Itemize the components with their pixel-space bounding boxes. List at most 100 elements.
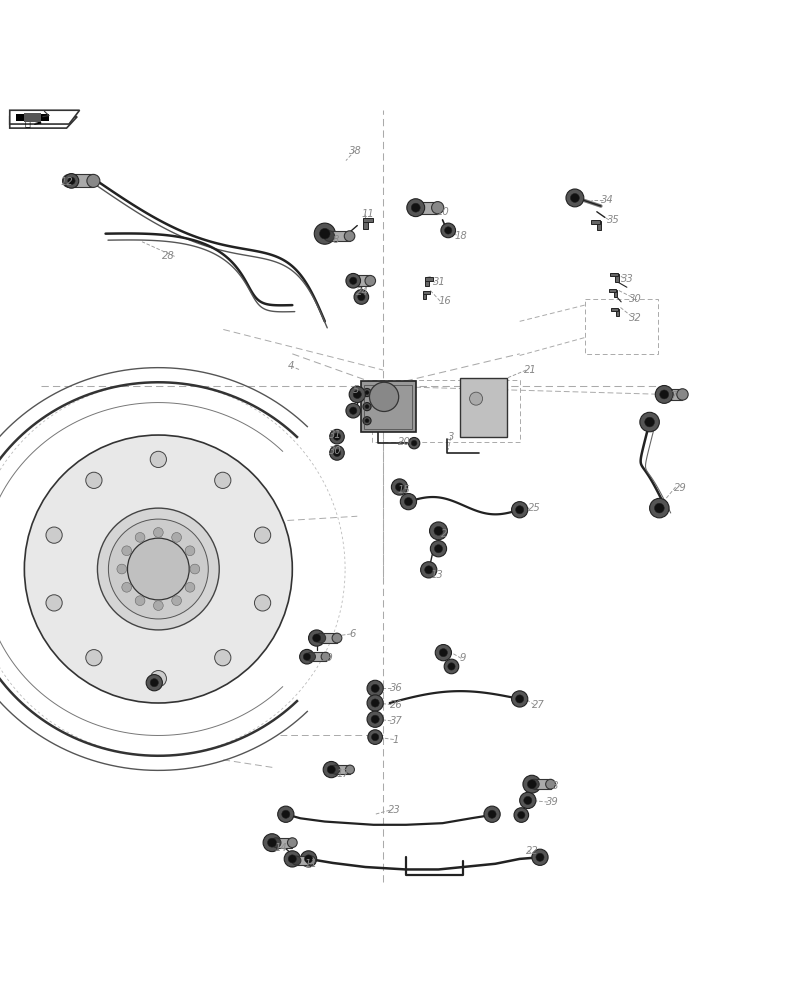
Circle shape	[531, 849, 547, 865]
Circle shape	[333, 433, 341, 440]
Circle shape	[67, 177, 75, 185]
Circle shape	[308, 630, 324, 646]
Text: 🚜: 🚜	[24, 117, 30, 127]
Circle shape	[329, 429, 344, 444]
Bar	[423, 291, 430, 294]
Circle shape	[195, 539, 206, 550]
Circle shape	[523, 796, 531, 804]
Circle shape	[434, 545, 442, 553]
Circle shape	[367, 711, 383, 727]
Circle shape	[304, 855, 312, 863]
Circle shape	[110, 588, 122, 599]
Circle shape	[433, 526, 443, 535]
Text: 33: 33	[620, 274, 633, 284]
Circle shape	[659, 390, 667, 399]
Circle shape	[277, 806, 294, 822]
Bar	[276, 838, 292, 848]
Bar	[590, 220, 599, 224]
Circle shape	[135, 533, 144, 542]
Bar	[352, 275, 370, 286]
Circle shape	[281, 810, 290, 818]
Circle shape	[333, 449, 341, 457]
Circle shape	[371, 684, 379, 692]
Circle shape	[46, 527, 62, 543]
Circle shape	[424, 566, 432, 574]
Bar	[329, 231, 349, 241]
Bar	[414, 202, 437, 214]
Circle shape	[299, 649, 314, 664]
Text: 13: 13	[430, 570, 443, 580]
Circle shape	[522, 775, 540, 793]
Circle shape	[430, 541, 446, 557]
Circle shape	[330, 765, 339, 774]
Circle shape	[117, 564, 127, 574]
Circle shape	[444, 227, 451, 234]
Circle shape	[409, 202, 420, 214]
Text: 14: 14	[274, 843, 287, 853]
Circle shape	[526, 780, 535, 789]
Bar	[363, 219, 367, 229]
Circle shape	[62, 174, 75, 187]
Bar	[363, 218, 372, 222]
Bar	[610, 308, 617, 311]
Text: 11: 11	[304, 859, 317, 869]
Circle shape	[214, 650, 230, 666]
Circle shape	[344, 231, 354, 241]
Circle shape	[448, 663, 454, 670]
Text: 12: 12	[61, 177, 74, 187]
Circle shape	[306, 856, 315, 865]
Text: 8: 8	[333, 235, 339, 245]
Text: 21: 21	[523, 365, 536, 375]
Text: 23: 23	[388, 805, 401, 815]
Bar	[425, 277, 433, 281]
Circle shape	[349, 407, 356, 414]
Circle shape	[545, 779, 555, 789]
Text: 29: 29	[673, 483, 686, 493]
Bar	[335, 765, 350, 774]
Text: 37: 37	[389, 716, 402, 726]
Circle shape	[515, 506, 523, 514]
Circle shape	[513, 808, 528, 822]
Circle shape	[324, 231, 334, 241]
Circle shape	[254, 595, 270, 611]
Circle shape	[367, 730, 382, 744]
Circle shape	[291, 856, 300, 865]
Circle shape	[327, 766, 335, 774]
Circle shape	[288, 855, 296, 863]
Circle shape	[363, 417, 371, 425]
Circle shape	[655, 389, 667, 400]
Circle shape	[440, 223, 455, 238]
Circle shape	[371, 715, 379, 723]
Text: 30: 30	[328, 446, 341, 456]
Text: 7: 7	[669, 391, 676, 401]
Circle shape	[320, 652, 329, 661]
Circle shape	[391, 479, 407, 495]
Bar	[661, 389, 681, 400]
Bar	[597, 221, 600, 230]
Circle shape	[569, 193, 578, 202]
Circle shape	[367, 695, 383, 711]
Circle shape	[469, 392, 482, 405]
Text: 31: 31	[432, 277, 445, 287]
Circle shape	[345, 403, 360, 418]
Text: 31: 31	[328, 430, 341, 440]
Bar	[320, 633, 337, 643]
Text: 3: 3	[448, 432, 454, 442]
Text: 9: 9	[459, 653, 466, 663]
Text: 32: 32	[629, 313, 642, 323]
Circle shape	[329, 446, 344, 460]
Circle shape	[153, 601, 163, 610]
Circle shape	[431, 202, 443, 214]
Circle shape	[127, 538, 189, 600]
Circle shape	[284, 851, 300, 867]
Circle shape	[435, 645, 451, 661]
Bar	[69, 174, 93, 187]
Circle shape	[152, 612, 164, 623]
Circle shape	[152, 515, 164, 526]
Bar	[311, 652, 325, 661]
Circle shape	[110, 539, 122, 550]
Circle shape	[86, 472, 102, 488]
Circle shape	[312, 634, 320, 642]
Circle shape	[654, 503, 663, 513]
Text: 24: 24	[355, 287, 368, 297]
